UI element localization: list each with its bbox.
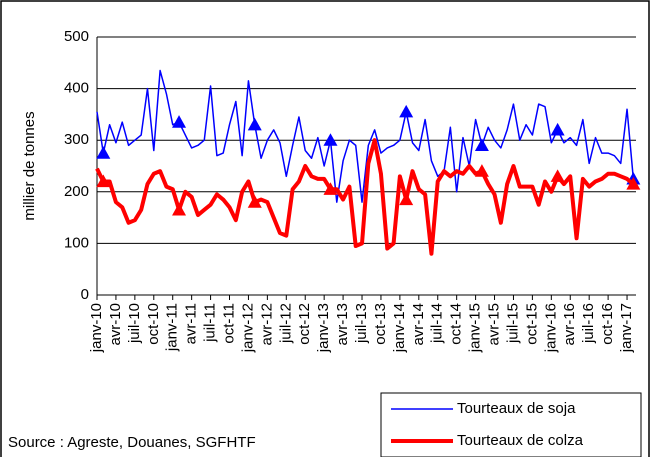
series-line: [95, 138, 635, 256]
marker: [550, 122, 565, 136]
x-tick-label: avr-11: [183, 303, 200, 344]
x-tick-label: avr-12: [258, 303, 275, 346]
x-tick-label: oct-10: [145, 303, 162, 345]
y-tick-label: 500: [64, 28, 89, 45]
y-axis-label: millier de tonnes: [21, 111, 38, 220]
marker: [626, 177, 641, 190]
x-tick-label: oct-14: [448, 303, 465, 345]
y-tick-label: 100: [64, 234, 89, 251]
x-tick-label: oct-12: [296, 303, 313, 345]
legend-label: Tourteaux de colza: [457, 432, 584, 449]
x-tick-label: janv-15: [467, 303, 484, 353]
legend: [380, 392, 642, 457]
y-tick-label: 0: [81, 286, 89, 303]
x-tick-label: oct-15: [523, 303, 540, 345]
x-tick-label: janv-10: [88, 303, 105, 353]
marker: [172, 202, 187, 216]
y-tick-label: 400: [64, 80, 89, 97]
marker: [247, 195, 262, 208]
marker: [172, 115, 187, 128]
x-tick-label: avr-16: [561, 303, 578, 346]
x-tick-label: avr-13: [334, 303, 351, 346]
x-tick-label: juil-13: [353, 303, 370, 344]
x-tick-label: janv-17: [618, 303, 635, 353]
x-tick-label: janv-11: [164, 303, 181, 352]
marker: [399, 104, 414, 118]
marker: [399, 192, 414, 206]
marker: [550, 169, 565, 182]
x-tick-label: avr-15: [485, 303, 502, 346]
source: Source : Agreste, Douanes, SGFHTF: [8, 434, 256, 451]
marker: [323, 182, 338, 195]
marker: [96, 146, 111, 159]
x-tick-label: janv-16: [542, 303, 559, 353]
y-tick-label: 200: [64, 183, 89, 200]
x-tick-label: juil-12: [277, 303, 294, 344]
x-tick-label: oct-11: [220, 303, 237, 344]
x-tick-label: avr-14: [410, 303, 427, 346]
x-tick-label: janv-13: [315, 303, 332, 353]
y-tick-label: 300: [64, 131, 89, 148]
x-tick-label: juil-14: [429, 303, 446, 344]
x-tick-label: juil-16: [580, 303, 597, 344]
marker: [96, 174, 111, 188]
x-tick-label: janv-12: [239, 303, 256, 353]
x-tick-label: oct-13: [372, 303, 389, 345]
marker: [247, 117, 262, 131]
marker: [474, 138, 489, 151]
legend-label: Tourteaux de soja: [457, 400, 576, 417]
x-tick-label: janv-14: [391, 303, 408, 353]
series-line: [96, 69, 635, 203]
x-tick-label: juil-15: [504, 303, 521, 344]
x-tick-label: juil-10: [126, 303, 143, 344]
x-tick-label: juil-11: [202, 303, 219, 343]
x-tick-label: avr-10: [107, 303, 124, 346]
marker: [323, 133, 338, 146]
marker: [474, 164, 489, 177]
x-tick-label: oct-16: [599, 303, 616, 345]
